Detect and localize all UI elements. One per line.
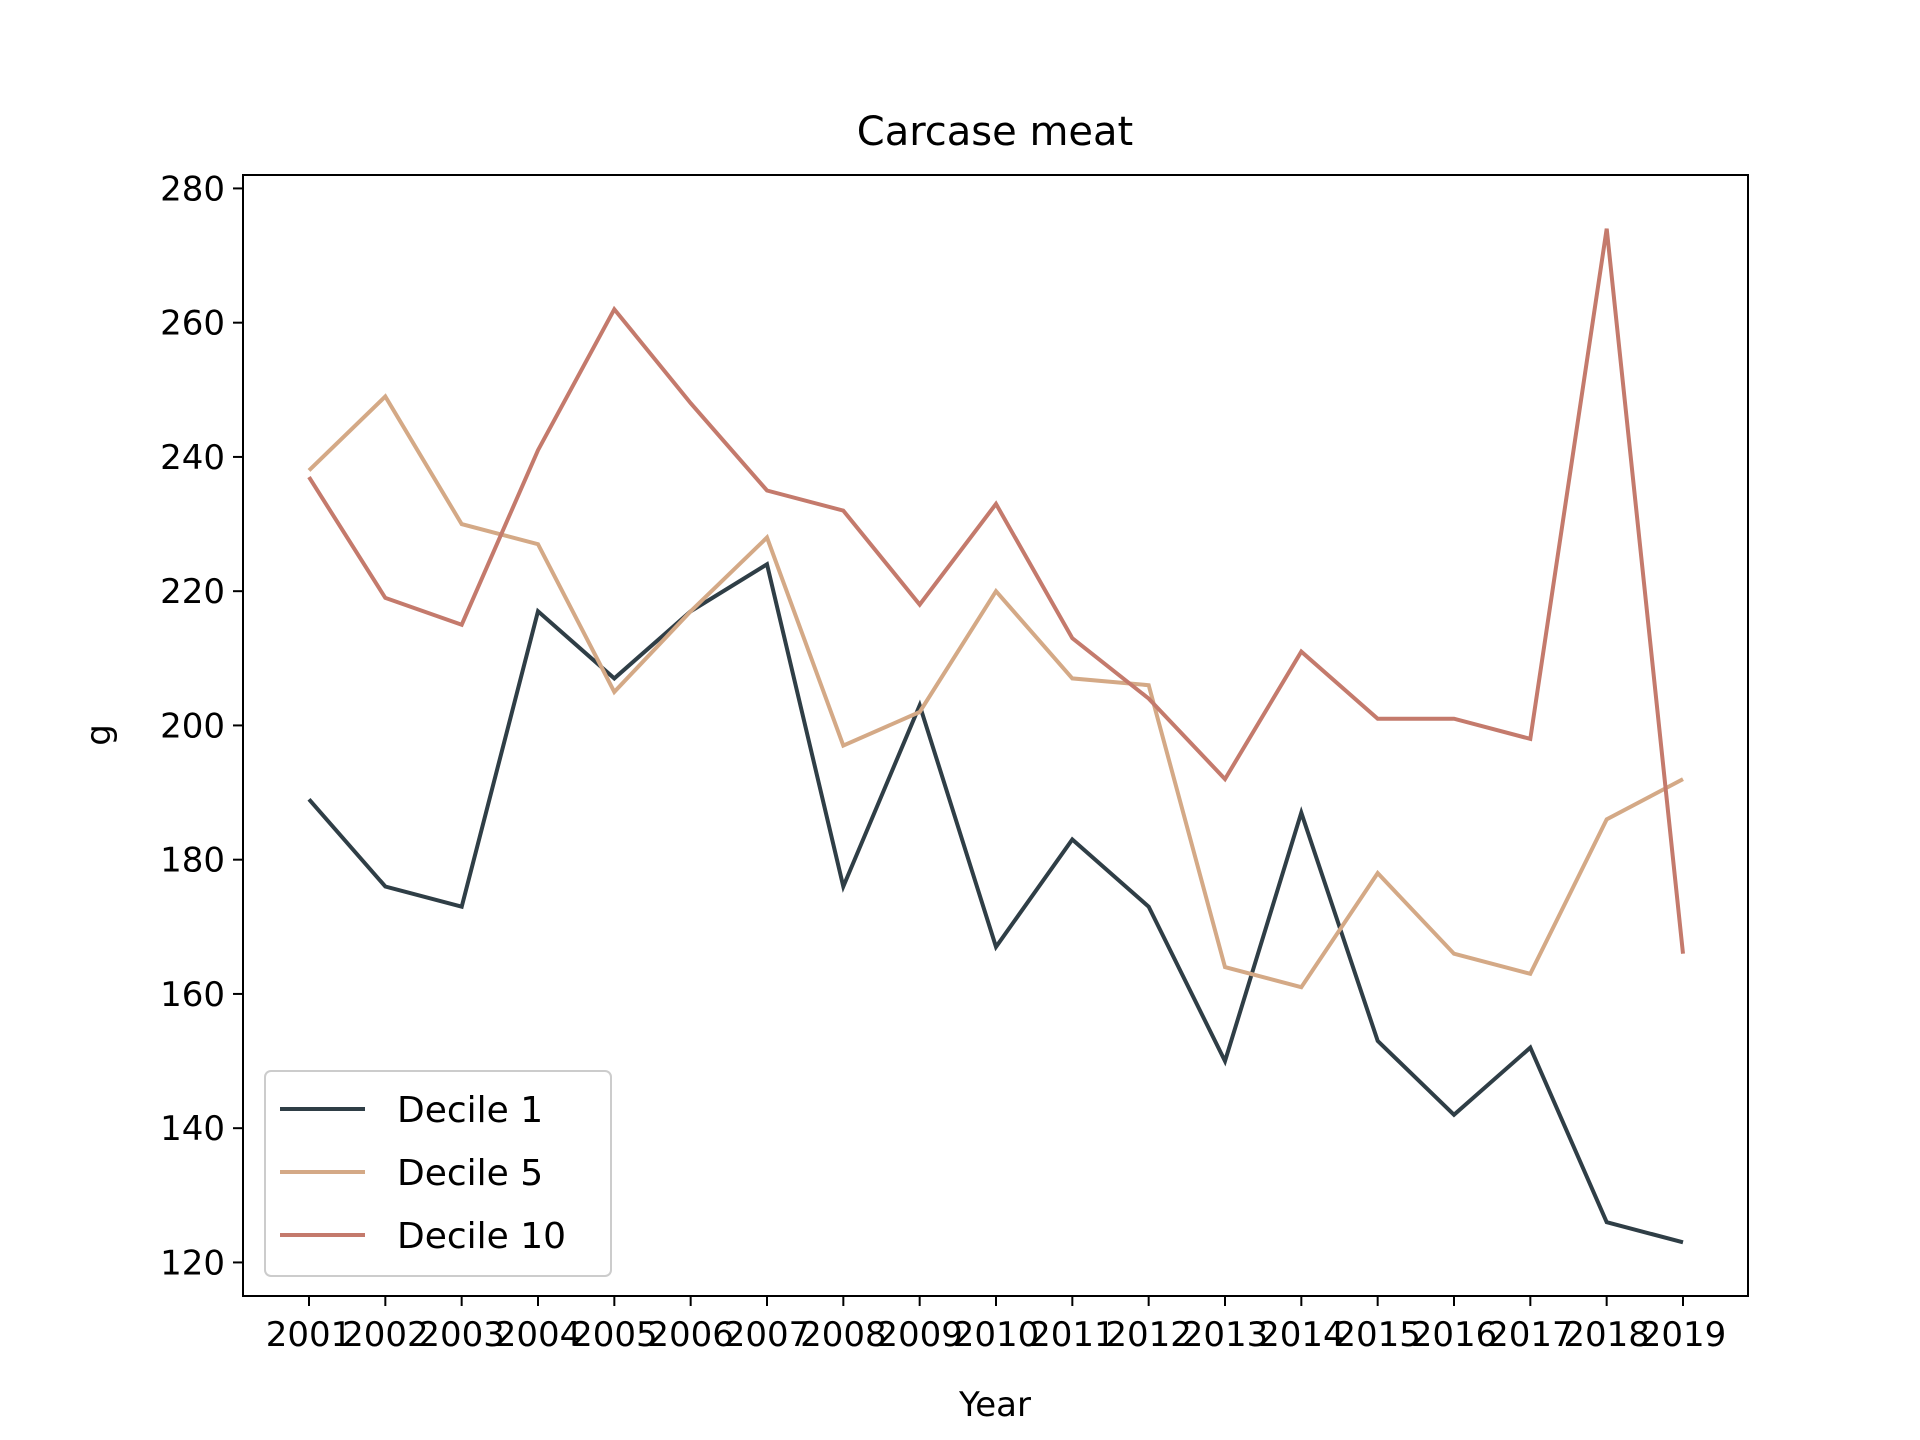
legend-box [264, 1070, 612, 1277]
series-line-decile-1 [307, 561, 1684, 1245]
x-tick-label: 2006 [647, 1315, 734, 1355]
x-tick-label: 2018 [1563, 1315, 1650, 1355]
chart-title: Carcase meat [857, 109, 1133, 155]
x-tick-label: 2001 [266, 1315, 353, 1355]
legend: Decile 1 Decile 5 Decile 10 [264, 1070, 612, 1277]
x-tick-label: 2014 [1258, 1315, 1345, 1355]
series-layer [307, 228, 1685, 1245]
x-tick-label: 2015 [1334, 1315, 1421, 1355]
x-tick-label: 2008 [800, 1315, 887, 1355]
y-tick-label: 280 [160, 169, 225, 209]
y-axis: 120 140 160 180 200 220 240 260 280 [160, 169, 243, 1283]
x-tick-label: 2003 [418, 1315, 505, 1355]
x-tick-label: 2009 [876, 1315, 963, 1355]
y-axis-label: g [79, 724, 119, 746]
series-line-decile-5 [307, 393, 1684, 990]
x-tick-label: 2013 [1182, 1315, 1269, 1355]
x-tick-label: 2004 [495, 1315, 582, 1355]
y-tick-label: 260 [160, 304, 225, 344]
legend-label: Decile 10 [397, 1216, 566, 1257]
x-tick-label: 2019 [1640, 1315, 1727, 1355]
x-tick-label: 2017 [1487, 1315, 1574, 1355]
x-tick-label: 2007 [724, 1315, 811, 1355]
y-tick-label: 240 [160, 438, 225, 478]
y-tick-label: 120 [160, 1243, 225, 1283]
x-tick-label: 2011 [1029, 1315, 1116, 1355]
series-line-decile-10 [307, 228, 1685, 954]
x-axis: 2001200220032004200520062007200820092010… [266, 1296, 1727, 1355]
y-tick-label: 220 [160, 572, 225, 612]
x-tick-label: 2002 [342, 1315, 429, 1355]
y-tick-label: 140 [160, 1109, 225, 1149]
legend-label: Decile 5 [397, 1153, 543, 1194]
x-tick-label: 2016 [1411, 1315, 1498, 1355]
x-tick-label: 2010 [953, 1315, 1040, 1355]
x-tick-label: 2012 [1105, 1315, 1192, 1355]
legend-label: Decile 1 [397, 1090, 543, 1131]
x-axis-label: Year [958, 1385, 1031, 1425]
y-tick-label: 180 [160, 841, 225, 881]
x-tick-label: 2005 [571, 1315, 658, 1355]
y-tick-label: 160 [160, 975, 225, 1015]
y-tick-label: 200 [160, 706, 225, 746]
